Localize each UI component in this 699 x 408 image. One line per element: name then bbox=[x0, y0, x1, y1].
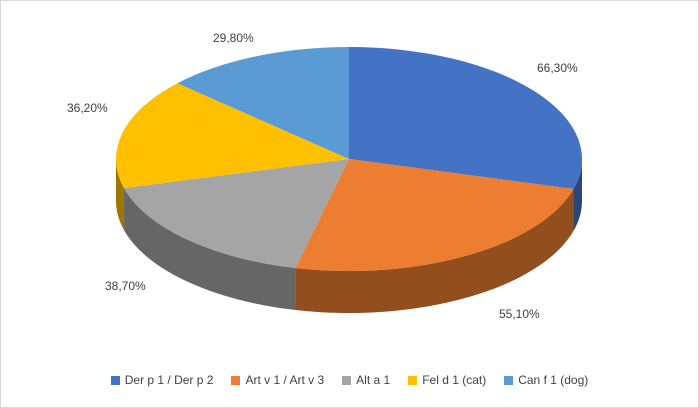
legend-swatch-fel-d bbox=[408, 375, 418, 385]
legend-label-fel-d: Fel d 1 (cat) bbox=[422, 373, 487, 387]
pie-slice-1 bbox=[295, 159, 574, 271]
legend-item-alt-a: Alt a 1 bbox=[342, 373, 390, 387]
pie-slice-2 bbox=[124, 159, 350, 268]
legend-swatch-art-v bbox=[231, 375, 241, 385]
pie-slice-side-0 bbox=[573, 159, 582, 232]
legend-swatch-alt-a bbox=[342, 375, 352, 385]
legend-label-der-p: Der p 1 / Der p 2 bbox=[124, 373, 214, 387]
legend-label-art-v: Art v 1 / Art v 3 bbox=[245, 373, 325, 387]
legend-swatch-der-p bbox=[110, 375, 120, 385]
chart-legend: Der p 1 / Der p 2 Art v 1 / Art v 3 Alt … bbox=[1, 373, 698, 387]
data-label-art-v: 55,10% bbox=[499, 307, 540, 321]
pie-slice-3 bbox=[115, 83, 349, 189]
legend-item-art-v: Art v 1 / Art v 3 bbox=[231, 373, 324, 387]
data-label-fel-d: 36,20% bbox=[67, 101, 108, 115]
pie-slice-side-2 bbox=[124, 188, 296, 310]
legend-item-der-p: Der p 1 / Der p 2 bbox=[110, 373, 214, 387]
pie-slice-side-1 bbox=[295, 189, 574, 314]
pie-slice-4 bbox=[177, 47, 349, 159]
legend-label-alt-a: Alt a 1 bbox=[356, 373, 391, 387]
legend-item-fel-d: Fel d 1 (cat) bbox=[408, 373, 486, 387]
pie-slice-0 bbox=[349, 47, 582, 190]
data-label-can-f: 29,80% bbox=[213, 31, 254, 45]
data-label-der-p: 66,30% bbox=[537, 61, 578, 75]
pie-slice-side-3 bbox=[116, 159, 125, 231]
legend-label-can-f: Can f 1 (dog) bbox=[518, 373, 589, 387]
legend-swatch-can-f bbox=[504, 375, 514, 385]
data-label-alt-a: 38,70% bbox=[105, 279, 146, 293]
legend-item-can-f: Can f 1 (dog) bbox=[504, 373, 588, 387]
